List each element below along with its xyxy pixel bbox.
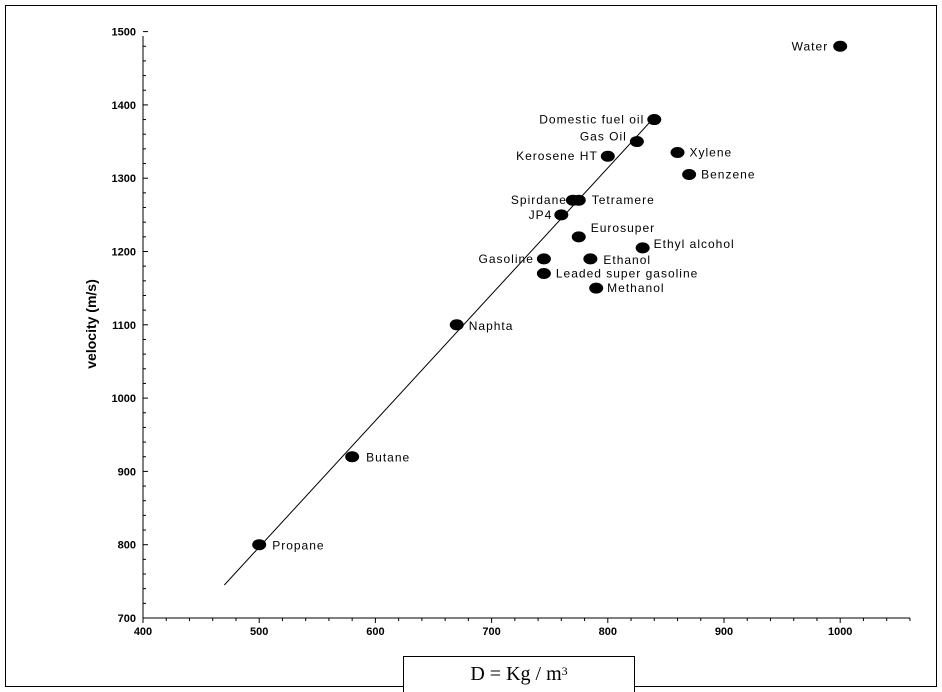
- y-tick-label: 1000: [112, 393, 136, 405]
- data-point: [554, 209, 569, 221]
- point-label: Spirdane: [511, 193, 567, 207]
- point-label: Ethanol: [603, 253, 651, 267]
- data-point: [647, 114, 662, 126]
- x-tick-label: 400: [134, 626, 152, 638]
- chart-frame: [5, 5, 937, 687]
- point-label: Propane: [272, 539, 324, 553]
- point-label: Kerosene HT: [516, 149, 598, 163]
- y-tick-label: 1300: [112, 173, 136, 185]
- data-point: [682, 169, 697, 181]
- data-point: [670, 147, 685, 159]
- x-axis-title: D = Kg / m: [470, 663, 562, 685]
- data-point: [345, 451, 360, 463]
- data-point: [571, 231, 586, 243]
- point-label: Domestic fuel oil: [539, 113, 644, 127]
- point-label: Benzene: [701, 168, 755, 182]
- data-point: [833, 40, 848, 52]
- y-tick-label: 700: [118, 613, 136, 625]
- data-point: [571, 194, 586, 206]
- data-point: [536, 253, 551, 265]
- axis-ticks: 700 800 900 1000 1100 1200 1300 1400 1500 400 500 6…: [112, 27, 911, 638]
- point-label: Naphta: [469, 319, 514, 333]
- x-tick-label: 700: [482, 626, 500, 638]
- y-tick-label: 800: [118, 540, 136, 552]
- point-label: Eurosuper: [591, 221, 655, 235]
- x-tick-label: 1000: [828, 626, 852, 638]
- x-tick-label: 600: [366, 626, 384, 638]
- point-label: Tetramere: [592, 193, 655, 207]
- point-label: Methanol: [607, 281, 664, 295]
- y-tick-label: 1500: [112, 27, 136, 39]
- data-points: [252, 40, 848, 551]
- x-tick-label: 500: [250, 626, 268, 638]
- data-point: [449, 319, 464, 331]
- point-label: Butane: [366, 451, 410, 465]
- trend-line: [223, 117, 655, 586]
- point-label: Water: [792, 39, 829, 53]
- trend-line-group: [223, 117, 655, 586]
- x-tick-label: 800: [599, 626, 617, 638]
- point-labels: Water Domestic fuel oil Gas Oil Kerosene HT…: [272, 39, 829, 553]
- data-point: [635, 242, 650, 254]
- data-point: [629, 136, 644, 148]
- point-label: Gasoline: [479, 252, 534, 266]
- data-point: [536, 267, 551, 279]
- point-label: JP4: [529, 208, 553, 222]
- y-tick-label: 1100: [112, 320, 136, 332]
- x-axis-title-superscript: 3: [561, 664, 568, 678]
- data-point: [600, 150, 615, 162]
- data-point: [589, 282, 604, 294]
- data-point: [583, 253, 598, 265]
- y-tick-label: 1200: [112, 247, 136, 259]
- data-point: [252, 539, 267, 551]
- point-label: Xylene: [690, 146, 733, 160]
- y-axis-title: velocity (m/s): [83, 279, 99, 368]
- point-label: Leaded super gasoline: [556, 266, 698, 280]
- y-tick-label: 1400: [112, 100, 136, 112]
- y-tick-label: 900: [118, 466, 136, 478]
- x-tick-label: 900: [715, 626, 733, 638]
- point-label: Ethyl alcohol: [654, 237, 735, 251]
- point-label: Gas Oil: [580, 130, 627, 144]
